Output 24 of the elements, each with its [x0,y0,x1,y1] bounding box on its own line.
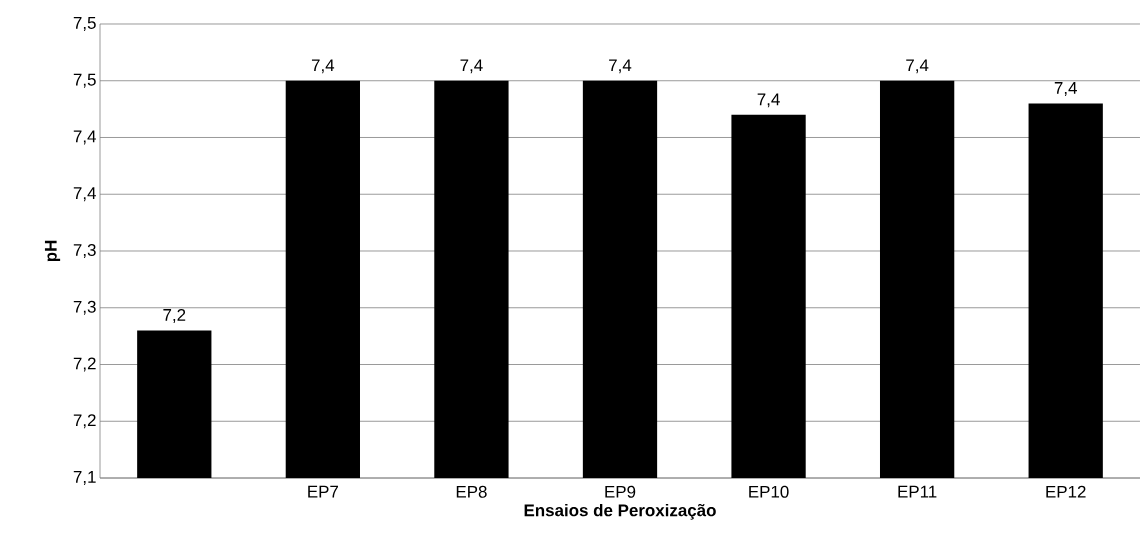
data-label: 7,4 [460,59,483,74]
x-tick-label: EP9 [605,485,636,498]
y-tick-label: 7,5 [73,73,96,88]
data-label: 7,2 [163,308,186,323]
y-tick-label: 7,3 [73,244,96,258]
x-tick-label: EP12 [1046,485,1086,498]
y-tick-label: 7,4 [73,130,96,145]
x-tick-label: EP10 [749,485,789,498]
data-label: 7,4 [757,93,780,108]
y-tick-label: 7,4 [73,187,96,202]
x-axis-title: Ensaios de Peroxização [524,503,716,520]
data-label: 7,4 [609,59,632,74]
x-tick-label: EP8 [456,485,487,498]
y-tick-label: 7,5 [73,17,96,31]
data-label: 7,4 [311,59,335,74]
data-label: 7,4 [1054,82,1077,96]
data-label: 7,4 [906,59,929,74]
x-tick-label: EP7 [308,485,338,498]
y-tick-label: 7,2 [73,357,96,372]
y-tick-label: 7,2 [73,414,96,429]
y-tick-label: 7,3 [73,300,96,315]
y-axis-title: pH [44,240,61,262]
x-tick-label: EP11 [898,485,937,498]
y-tick-label: 7,1 [73,471,96,485]
